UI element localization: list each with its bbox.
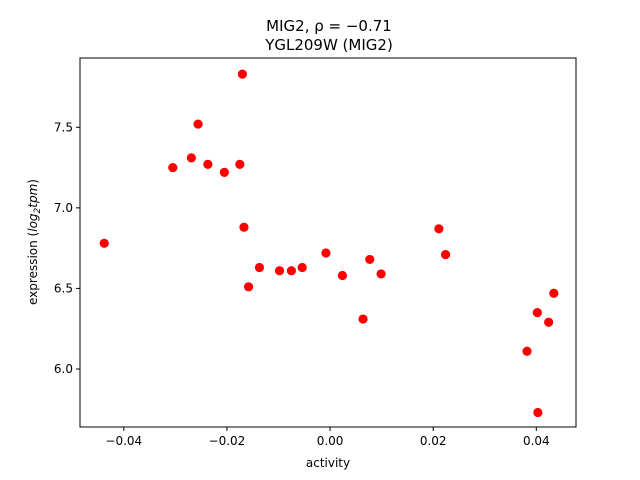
data-point [358, 314, 368, 324]
data-point [440, 249, 451, 260]
y-axis-label-suffix: ) [26, 179, 40, 184]
data-point [532, 307, 542, 318]
x-axis-label: activity [306, 456, 350, 470]
data-point [544, 317, 554, 327]
x-tick-label: −0.04 [105, 434, 142, 448]
data-point [239, 222, 249, 232]
data-point [549, 288, 559, 298]
data-point [365, 254, 375, 265]
x-tick-label: 0.02 [420, 434, 447, 448]
plot-frame [79, 57, 577, 428]
data-point [203, 159, 213, 169]
x-axis-ticks: −0.04 −0.02 0.00 0.02 0.04 [105, 427, 550, 448]
data-point [297, 262, 307, 273]
points-layer [99, 69, 559, 418]
y-axis-label-math: log [26, 213, 40, 232]
data-point [237, 69, 248, 79]
y-tick-label: 6.0 [54, 362, 73, 376]
y-axis-label-subscript: 2 [33, 207, 43, 213]
y-axis-label: expression (log2tpm) [26, 179, 43, 305]
x-tick-label: 0.04 [523, 434, 550, 448]
data-point [186, 153, 196, 163]
data-point [337, 270, 348, 281]
data-point [254, 262, 265, 273]
data-point [168, 162, 178, 173]
chart-title-line1: MIG2, ρ = −0.71 [266, 17, 392, 35]
y-axis-ticks: 6.0 6.5 7.0 7.5 [54, 120, 80, 376]
data-point [522, 346, 532, 356]
data-point [434, 224, 444, 234]
data-point [376, 269, 386, 279]
data-point [274, 266, 285, 276]
x-tick-label: −0.02 [209, 434, 246, 448]
data-point [219, 167, 229, 178]
data-point [286, 266, 296, 276]
data-point [235, 159, 245, 169]
y-axis-label-math2: tpm [26, 184, 40, 208]
y-tick-label: 7.0 [54, 201, 73, 215]
data-point [193, 119, 203, 129]
data-point [533, 407, 543, 418]
data-point [321, 248, 331, 258]
data-point [99, 238, 109, 248]
y-tick-label: 7.5 [54, 120, 73, 134]
chart-title-line2: YGL209W (MIG2) [264, 36, 393, 54]
y-tick-label: 6.5 [54, 281, 73, 295]
y-axis-label-prefix: expression ( [26, 232, 40, 305]
data-point [243, 282, 254, 292]
x-tick-label: 0.00 [317, 434, 344, 448]
